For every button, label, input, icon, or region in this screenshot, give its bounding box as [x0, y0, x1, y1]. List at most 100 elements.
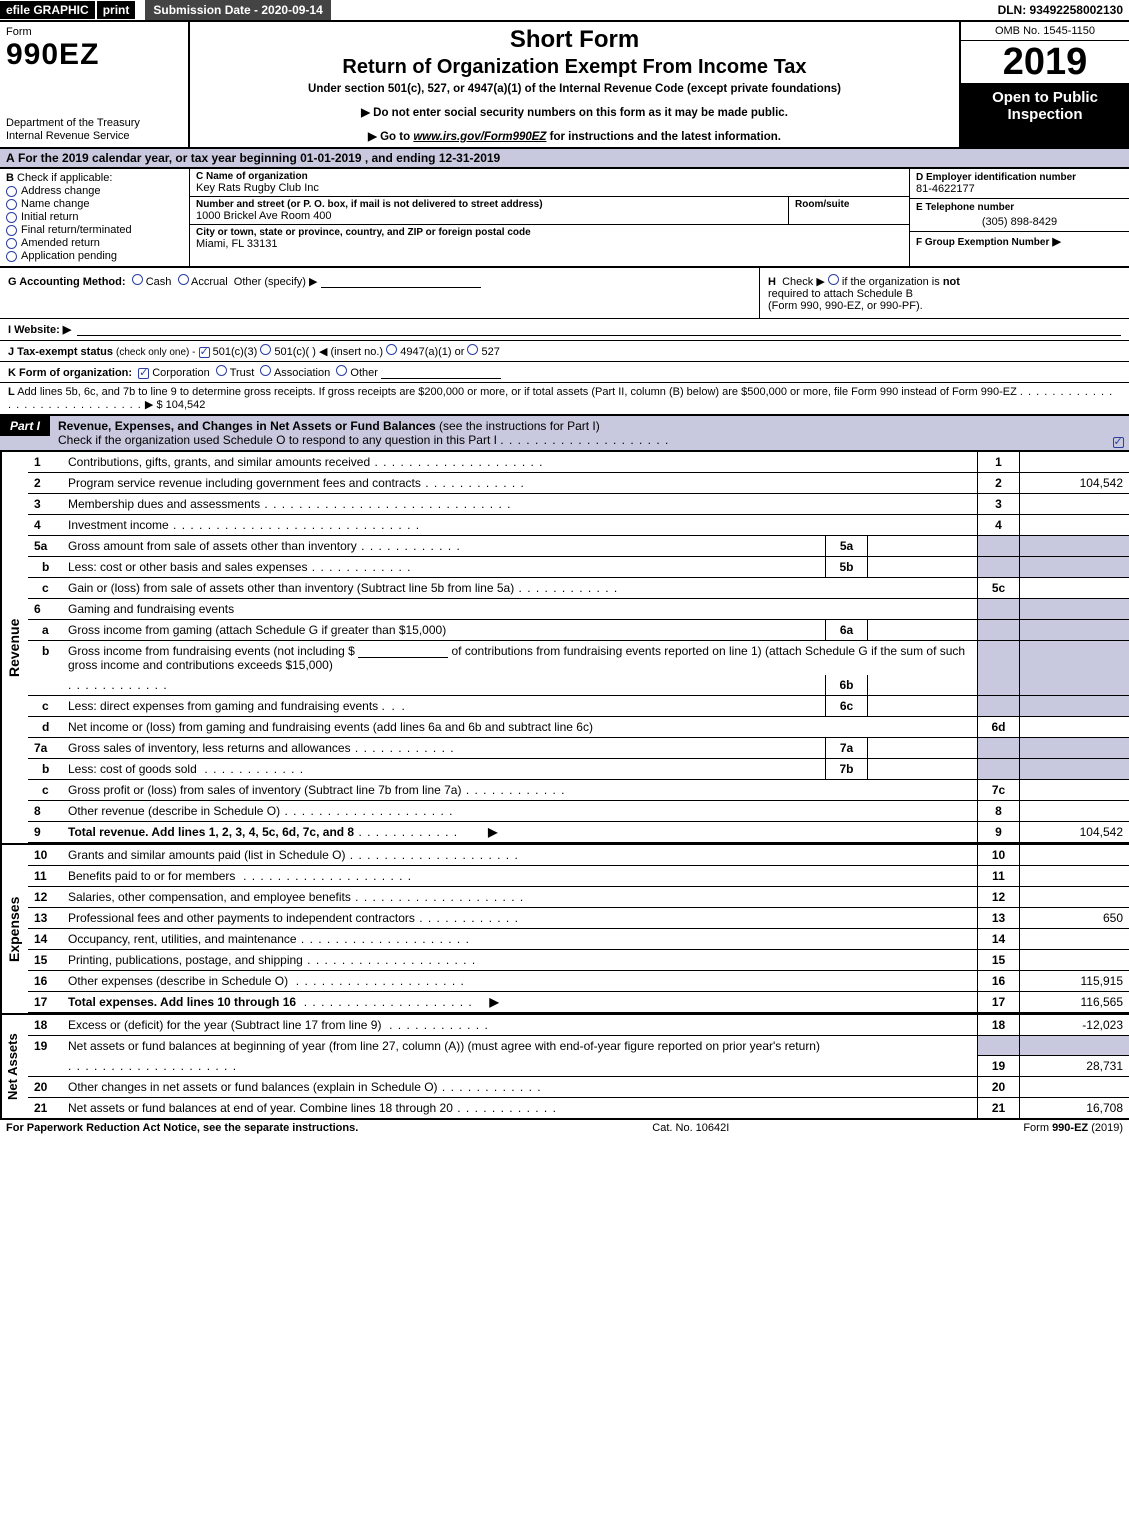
line-2-box: 2	[977, 473, 1019, 494]
line-6b-desc1: Gross income from fundraising events (no…	[64, 641, 977, 675]
line-16-desc: Other expenses (describe in Schedule O)	[64, 971, 977, 992]
line-17-box: 17	[977, 992, 1019, 1013]
other-specify-input[interactable]	[321, 275, 481, 288]
line-6b-rbox	[977, 641, 1019, 696]
website-input[interactable]	[77, 323, 1121, 336]
line-20-box: 20	[977, 1077, 1019, 1098]
checkbox-amended-return[interactable]	[6, 238, 17, 249]
line-6c-rbox	[977, 696, 1019, 717]
line-4-num: 4	[28, 515, 64, 536]
print-button[interactable]: print	[97, 1, 136, 19]
org-city-value: Miami, FL 33131	[196, 238, 903, 250]
line-10-val	[1019, 845, 1129, 866]
expenses-side-label: Expenses	[0, 845, 28, 1013]
checkbox-schedule-o-part1[interactable]	[1113, 437, 1124, 448]
checkbox-accrual[interactable]	[178, 274, 189, 285]
line-7c-num: c	[28, 780, 64, 801]
line-18-box: 18	[977, 1015, 1019, 1036]
part1-title: Revenue, Expenses, and Changes in Net As…	[50, 416, 1107, 450]
omb-number: OMB No. 1545-1150	[961, 22, 1129, 41]
section-h-scheduleb: H Check ▶ if the organization is not req…	[759, 268, 1129, 318]
line-4-desc: Investment income	[64, 515, 977, 536]
ein-value: 81-4622177	[916, 183, 1123, 195]
dln-label: DLN: 93492258002130	[992, 1, 1129, 19]
line-7b-desc: Less: cost of goods sold 7b	[64, 759, 977, 780]
short-form-title: Short Form	[200, 26, 949, 54]
line-21-num: 21	[28, 1098, 64, 1118]
section-c-org-info: C Name of organization Key Rats Rugby Cl…	[190, 169, 909, 266]
phone-value: (305) 898-8429	[916, 213, 1123, 228]
efile-graphic-label[interactable]: efile GRAPHIC	[0, 1, 95, 19]
department-treasury: Department of the Treasury Internal Reve…	[6, 117, 182, 143]
checkbox-527[interactable]	[467, 344, 478, 355]
open-to-public-badge: Open to Public Inspection	[961, 83, 1129, 147]
line-12-desc: Salaries, other compensation, and employ…	[64, 887, 977, 908]
line-9-desc: Total revenue. Add lines 1, 2, 3, 4, 5c,…	[64, 822, 977, 843]
line-6-rbox	[977, 599, 1019, 620]
checkbox-trust[interactable]	[216, 365, 227, 376]
header-center: Short Form Return of Organization Exempt…	[190, 22, 959, 147]
line-15-num: 15	[28, 950, 64, 971]
line-4-box: 4	[977, 515, 1019, 536]
line-21-val: 16,708	[1019, 1098, 1129, 1118]
line-3-desc: Membership dues and assessments	[64, 494, 977, 515]
line-4-val	[1019, 515, 1129, 536]
line-6b-amount-input[interactable]	[358, 645, 448, 658]
line-11-val	[1019, 866, 1129, 887]
checkbox-h-not-required[interactable]	[828, 274, 839, 285]
line-18-desc: Excess or (deficit) for the year (Subtra…	[64, 1015, 977, 1036]
line-14-num: 14	[28, 929, 64, 950]
checkbox-other-org[interactable]	[336, 365, 347, 376]
checkbox-initial-return[interactable]	[6, 212, 17, 223]
line-1-val	[1019, 452, 1129, 473]
return-of-title: Return of Organization Exempt From Incom…	[200, 56, 949, 79]
line-1-num: 1	[28, 452, 64, 473]
line-19-box: 19	[977, 1056, 1019, 1077]
checkbox-501c3[interactable]	[199, 347, 210, 358]
line-14-val	[1019, 929, 1129, 950]
line-7a-desc: Gross sales of inventory, less returns a…	[64, 738, 977, 759]
section-gh-row: G Accounting Method: Cash Accrual Other …	[0, 268, 1129, 319]
checkbox-association[interactable]	[260, 365, 271, 376]
revenue-side-label: Revenue	[0, 452, 28, 843]
line-14-desc: Occupancy, rent, utilities, and maintena…	[64, 929, 977, 950]
note-goto-link: ▶ Go to www.irs.gov/Form990EZ for instru…	[200, 129, 949, 143]
line-18-val: -12,023	[1019, 1015, 1129, 1036]
line-6a-num: a	[28, 620, 64, 641]
line-5b-rbox	[977, 557, 1019, 578]
line-6a-rval	[1019, 620, 1129, 641]
org-city-cell: City or town, state or province, country…	[190, 225, 909, 252]
line-17-desc: Total expenses. Add lines 10 through 16 …	[64, 992, 977, 1013]
checkbox-4947a1[interactable]	[386, 344, 397, 355]
checkbox-corporation[interactable]	[138, 368, 149, 379]
section-a-period: A For the 2019 calendar year, or tax yea…	[0, 149, 1129, 169]
line-20-val	[1019, 1077, 1129, 1098]
org-name-value: Key Rats Rugby Club Inc	[196, 182, 903, 194]
checkbox-501c[interactable]	[260, 344, 271, 355]
form-header: Form 990EZ Department of the Treasury In…	[0, 22, 1129, 149]
line-9-val: 104,542	[1019, 822, 1129, 843]
line-13-num: 13	[28, 908, 64, 929]
line-19-desc-b	[64, 1056, 977, 1077]
line-19-shaded	[977, 1036, 1019, 1056]
line-21-box: 21	[977, 1098, 1019, 1118]
checkbox-address-change[interactable]	[6, 186, 17, 197]
line-6-desc: Gaming and fundraising events	[64, 599, 977, 620]
section-i-website: I Website: ▶	[0, 319, 1129, 341]
section-l-gross-receipts: L Add lines 5b, 6c, and 7b to line 9 to …	[0, 383, 1129, 416]
header-right: OMB No. 1545-1150 2019 Open to Public In…	[959, 22, 1129, 147]
line-9-num: 9	[28, 822, 64, 843]
under-section-text: Under section 501(c), 527, or 4947(a)(1)…	[200, 83, 949, 95]
other-org-input[interactable]	[381, 366, 501, 379]
irs-link[interactable]: www.irs.gov/Form990EZ	[413, 131, 546, 143]
line-7c-val	[1019, 780, 1129, 801]
line-5c-desc: Gain or (loss) from sale of assets other…	[64, 578, 977, 599]
checkbox-name-change[interactable]	[6, 199, 17, 210]
checkbox-final-return[interactable]	[6, 225, 17, 236]
org-address-cell: Number and street (or P. O. box, if mail…	[190, 197, 789, 224]
checkbox-application-pending[interactable]	[6, 251, 17, 262]
section-j-tax-exempt: J Tax-exempt status (check only one) - 5…	[0, 341, 1129, 362]
line-19-val: 28,731	[1019, 1056, 1129, 1077]
checkbox-cash[interactable]	[132, 274, 143, 285]
note-no-ssn: ▶ Do not enter social security numbers o…	[200, 105, 949, 119]
